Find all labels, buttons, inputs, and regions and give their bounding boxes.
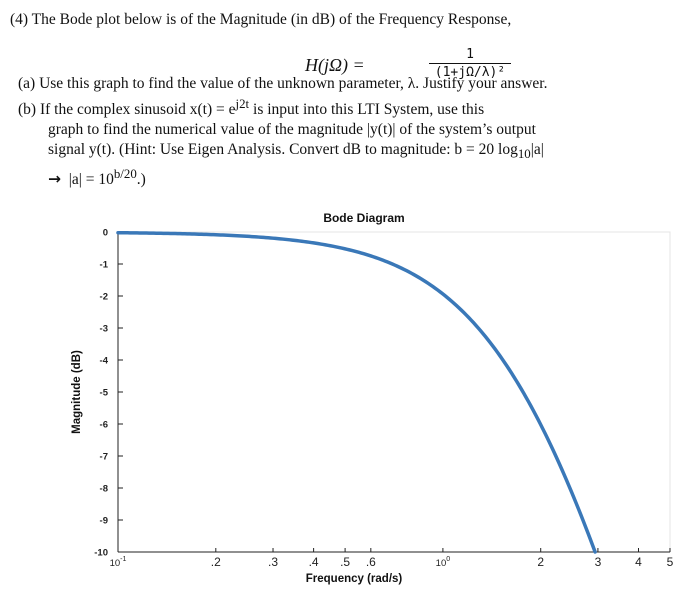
- x-tick-label: .6: [366, 555, 376, 569]
- y-tick-label: -6: [100, 420, 108, 431]
- problem-intro: (4) The Bode plot below is of the Magnit…: [10, 11, 512, 28]
- y-tick-label: -9: [100, 516, 108, 527]
- x-tick-label: .5: [340, 555, 350, 569]
- y-tick-label: -5: [100, 388, 109, 399]
- x-tick-label: 10-1: [110, 556, 127, 569]
- transfer-function: H(jΩ) = 1 (1+jΩ/λ)²: [305, 47, 511, 87]
- y-tick-label: 0: [103, 228, 108, 239]
- x-tick-label-exponent: -1: [120, 556, 126, 563]
- part-b-line4: → |a| = 10b/20.): [10, 164, 690, 190]
- chart-title: Bode Diagram: [323, 211, 404, 225]
- y-tick-label: -4: [100, 356, 109, 367]
- y-tick-label: -10: [94, 548, 108, 559]
- x-tick-label: 5: [667, 555, 674, 569]
- part-b-line3-end: |a|: [530, 141, 544, 159]
- x-tick-label: 100: [436, 556, 451, 569]
- y-tick-label: -2: [100, 292, 108, 303]
- formula-lhs: H(jΩ) =: [305, 55, 365, 75]
- x-tick-label: 3: [595, 555, 602, 569]
- part-b-line4-exponent: b/20: [113, 166, 137, 182]
- x-tick-label: .4: [309, 555, 319, 569]
- formula-fraction: 1 (1+jΩ/λ)²: [410, 47, 530, 80]
- problem-statement: (4) The Bode plot below is of the Magnit…: [10, 10, 690, 190]
- magnitude-curve: [116, 230, 597, 554]
- part-b-line2: graph to find the numerical value of the…: [48, 121, 536, 139]
- y-tick-label: -7: [100, 452, 108, 463]
- x-tick-label: .2: [211, 555, 221, 569]
- bode-chart: Bode Diagram Frequency (rad/s) Magnitude (…: [0, 200, 700, 599]
- part-b-line1: (b) If the complex sinusoid x(t) = ej2t …: [10, 94, 690, 120]
- y-tick-label: -8: [100, 484, 108, 495]
- y-tick-label: -3: [100, 324, 108, 335]
- part-b-line3: signal y(t). (Hint: Use Eigen Analysis. …: [10, 140, 690, 164]
- arrow-icon: →: [48, 170, 61, 189]
- part-b-text-2: is input into this LTI System, use this: [249, 101, 485, 119]
- part-b-line4-end: .): [136, 171, 146, 189]
- formula-denominator: (1+jΩ/λ)²: [434, 65, 506, 80]
- part-b-text-1: (b) If the complex sinusoid x(t) = e: [18, 101, 236, 119]
- part-b-line4-text: |a| = 10: [68, 171, 114, 189]
- x-tick-label: .3: [268, 555, 278, 569]
- plot-area: [117, 231, 671, 553]
- bode-chart-svg: Bode Diagram Frequency (rad/s) Magnitude (…: [71, 211, 674, 585]
- x-tick-label: 2: [537, 555, 544, 569]
- x-tick-label-exponent: 0: [446, 556, 450, 563]
- y-tick-label: -1: [100, 260, 109, 271]
- x-axis-label: Frequency (rad/s): [306, 573, 403, 585]
- part-a: (a) Use this graph to find the value of …: [18, 75, 548, 92]
- part-b-line3-text: signal y(t). (Hint: Use Eigen Analysis. …: [48, 141, 518, 159]
- fraction-bar: [429, 63, 511, 64]
- log-base: 10: [517, 146, 531, 162]
- part-b-exponent: j2t: [235, 96, 250, 111]
- y-axis-label: Magnitude (dB): [71, 350, 83, 434]
- formula-numerator: 1: [466, 47, 474, 62]
- x-tick-label: 4: [635, 555, 642, 569]
